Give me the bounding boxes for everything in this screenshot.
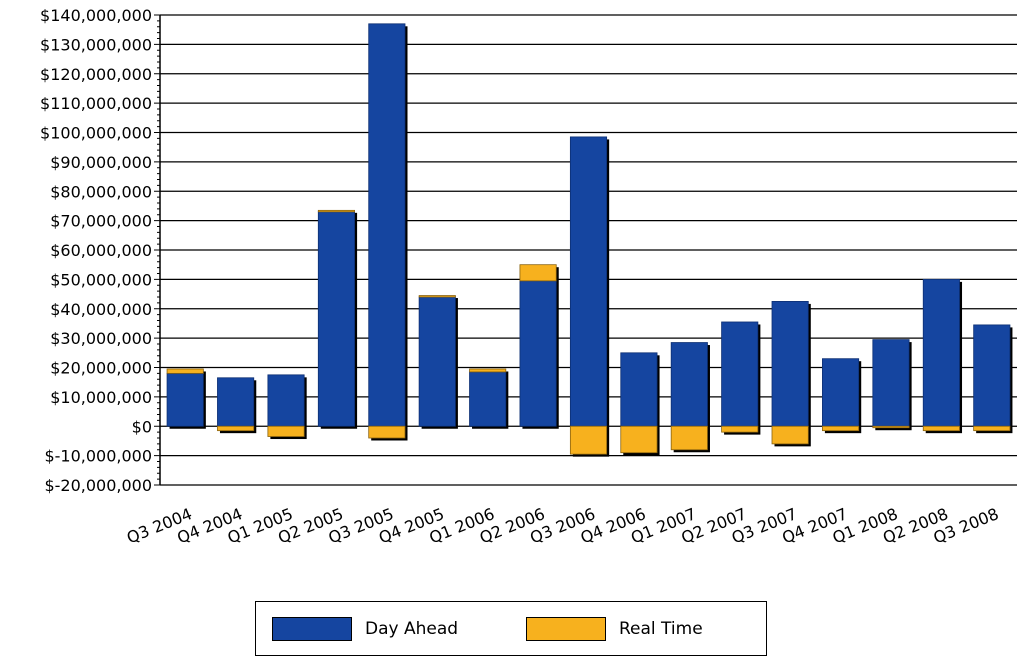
y-tick-label: $140,000,000 <box>40 6 152 25</box>
y-tick-label: $100,000,000 <box>40 124 152 143</box>
y-tick-label: $80,000,000 <box>50 182 152 201</box>
legend-item-real-time: Real Time <box>526 617 703 641</box>
bar-day-ahead <box>217 377 255 427</box>
bar-day-ahead <box>872 339 910 427</box>
bar-day-ahead <box>822 358 860 427</box>
y-tick-label: $-10,000,000 <box>44 447 152 466</box>
bar-real-time <box>267 425 305 437</box>
bar-day-ahead <box>166 372 204 427</box>
y-tick-label: $30,000,000 <box>50 329 152 348</box>
y-tick-label: $40,000,000 <box>50 300 152 319</box>
bar-day-ahead <box>670 342 708 427</box>
bar-real-time <box>721 425 759 433</box>
bar-day-ahead <box>721 321 759 427</box>
legend-label-real-time: Real Time <box>619 619 703 639</box>
y-tick-label: $110,000,000 <box>40 94 152 113</box>
bar-real-time <box>922 425 960 432</box>
bar-day-ahead <box>620 352 658 427</box>
y-tick-label: $-20,000,000 <box>44 476 152 495</box>
y-tick-label: $130,000,000 <box>40 35 152 54</box>
bars <box>166 23 1013 457</box>
bar-day-ahead <box>519 280 557 427</box>
bar-day-ahead <box>317 211 355 427</box>
bar-day-ahead <box>469 371 507 427</box>
bar-day-ahead <box>267 374 305 427</box>
bar-real-time <box>670 425 708 451</box>
bar-real-time <box>620 425 658 454</box>
bar-real-time <box>771 425 809 445</box>
legend: Day Ahead Real Time <box>255 601 767 656</box>
bar-real-time <box>166 368 204 374</box>
bar-real-time <box>569 425 608 455</box>
legend-item-day-ahead: Day Ahead <box>272 617 458 641</box>
bar-real-time <box>872 425 910 429</box>
bar-real-time <box>822 425 860 432</box>
y-tick-label: $90,000,000 <box>50 153 152 172</box>
y-tick-label: $0 <box>132 417 152 436</box>
bar-day-ahead <box>973 324 1011 427</box>
bar-day-ahead <box>418 296 456 427</box>
y-tick-label: $120,000,000 <box>40 65 152 84</box>
bar-day-ahead <box>771 301 809 427</box>
legend-label-day-ahead: Day Ahead <box>365 619 459 639</box>
legend-swatch-real-time <box>526 617 606 641</box>
bar-real-time <box>368 425 406 439</box>
legend-swatch-day-ahead <box>272 617 352 641</box>
chart-area: $-20,000,000 $-10,000,000 $0 $10,000,000 $20… <box>40 6 1017 547</box>
bar-real-time <box>973 425 1011 432</box>
y-axis <box>154 14 161 486</box>
y-tick-label: $70,000,000 <box>50 212 152 231</box>
bar-day-ahead <box>368 23 406 427</box>
bar-real-time <box>418 295 456 298</box>
y-tick-label: $20,000,000 <box>50 359 152 378</box>
bar-day-ahead <box>922 278 960 427</box>
bar-real-time <box>519 264 557 282</box>
bar-day-ahead <box>569 136 608 427</box>
y-tick-label: $50,000,000 <box>50 270 152 289</box>
y-tick-labels: $-20,000,000 $-10,000,000 $0 $10,000,000 $20… <box>40 6 152 495</box>
y-tick-label: $60,000,000 <box>50 241 152 260</box>
bar-real-time <box>469 368 507 373</box>
bar-real-time <box>317 209 355 213</box>
y-tick-label: $10,000,000 <box>50 388 152 407</box>
bar-real-time <box>217 425 255 432</box>
